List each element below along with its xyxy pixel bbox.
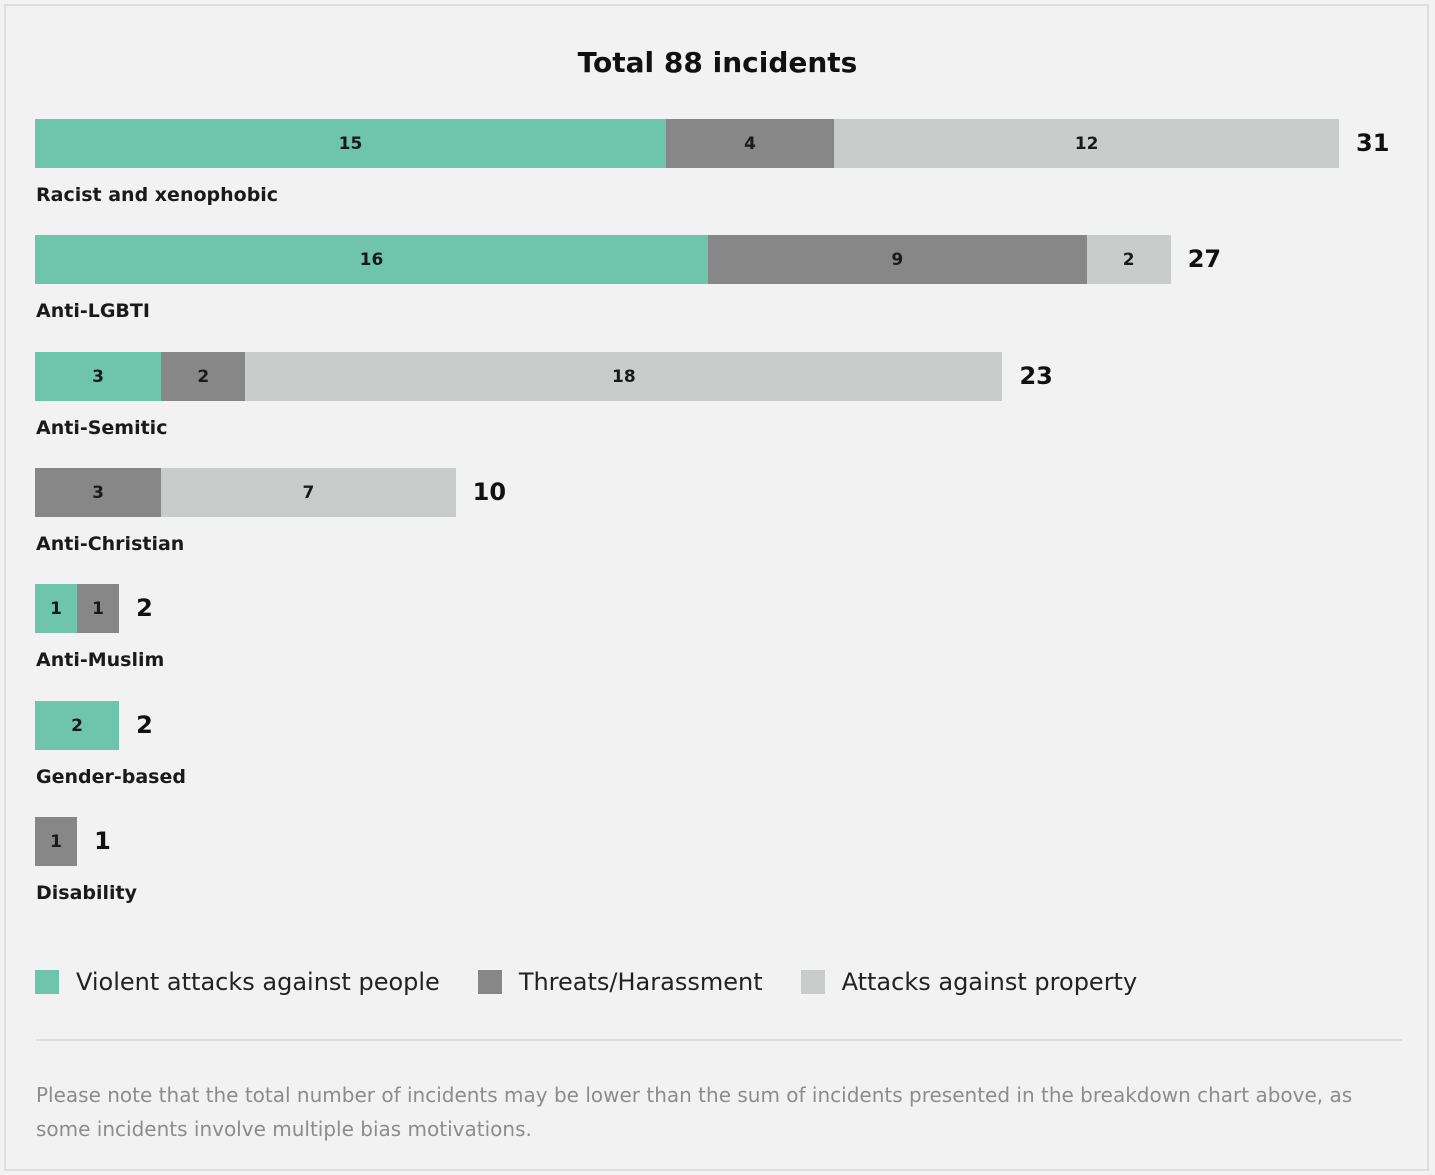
- bar-total-label: 2: [136, 711, 153, 739]
- bar-total-label: 31: [1356, 129, 1390, 157]
- legend-label: Violent attacks against people: [76, 968, 440, 996]
- bar-row: 3 7 10 Anti-Christian: [35, 468, 1435, 568]
- stacked-bar: 2: [35, 701, 120, 750]
- category-label: Racist and xenophobic: [36, 184, 279, 206]
- legend-swatch: [35, 970, 59, 994]
- legend-item: Threats/Harassment: [477, 968, 763, 996]
- legend-swatch: [800, 970, 825, 994]
- bar-segment-violent: 1: [35, 584, 78, 633]
- category-label: Gender-based: [36, 766, 186, 788]
- stacked-bar-chart: 15 4 12 31 Racist and xenophobic 16 9 2 27 Anti-L…: [35, 119, 1435, 917]
- legend-item: Violent attacks against people: [35, 968, 440, 996]
- stacked-bar: 3 2 18: [35, 352, 1003, 401]
- bar-row: 1 1 2 Anti-Muslim: [35, 584, 1435, 684]
- bar-segment-property: 2: [1086, 235, 1171, 284]
- bar-total-label: 1: [94, 827, 111, 855]
- bar-total-label: 2: [136, 594, 153, 622]
- bar-total-label: 27: [1187, 245, 1222, 273]
- bar-segment-threats: 2: [161, 352, 246, 401]
- bar-segment-property: 7: [161, 468, 456, 517]
- bar-segment-violent: 16: [35, 235, 709, 284]
- category-label: Anti-LGBTI: [36, 300, 150, 322]
- bar-segment-threats: 1: [77, 584, 120, 633]
- bar-total-label: 23: [1019, 362, 1053, 390]
- bar-total-label: 10: [472, 478, 507, 506]
- stacked-bar: 1: [35, 817, 78, 866]
- chart-title: Total 88 incidents: [577, 46, 858, 79]
- footnote: Please note that the total number of inc…: [36, 1083, 1353, 1141]
- chart-legend: Violent attacks against people Threats/Ha…: [35, 966, 1175, 998]
- bar-segment-property: 12: [834, 119, 1339, 168]
- chart-panel: [4, 4, 1429, 1171]
- legend-item: Attacks against property: [800, 968, 1138, 996]
- bar-segment-violent: 15: [35, 119, 666, 168]
- stacked-bar: 16 9 2: [35, 235, 1171, 284]
- bar-segment-violent: 3: [35, 352, 162, 401]
- legend-label: Threats/Harassment: [518, 968, 763, 996]
- category-label: Anti-Semitic: [36, 417, 168, 439]
- bar-segment-threats: 4: [665, 119, 835, 168]
- legend-label: Attacks against property: [841, 968, 1138, 996]
- category-label: Anti-Muslim: [36, 649, 165, 671]
- divider: [36, 1039, 1402, 1041]
- bar-row: 15 4 12 31 Racist and xenophobic: [35, 119, 1435, 219]
- bar-row: 1 1 Disability: [35, 817, 1435, 917]
- bar-row: 16 9 2 27 Anti-LGBTI: [35, 235, 1435, 335]
- bar-row: 2 2 Gender-based: [35, 701, 1435, 801]
- bar-row: 3 2 18 23 Anti-Semitic: [35, 352, 1435, 452]
- bar-segment-threats: 1: [35, 817, 78, 866]
- category-label: Disability: [36, 882, 138, 904]
- stacked-bar: 15 4 12: [35, 119, 1339, 168]
- bar-segment-violent: 2: [35, 701, 120, 750]
- legend-swatch: [477, 970, 502, 994]
- category-label: Anti-Christian: [36, 533, 185, 555]
- bar-segment-property: 18: [245, 352, 1003, 401]
- bar-segment-threats: 9: [708, 235, 1087, 284]
- bar-segment-threats: 3: [35, 468, 162, 517]
